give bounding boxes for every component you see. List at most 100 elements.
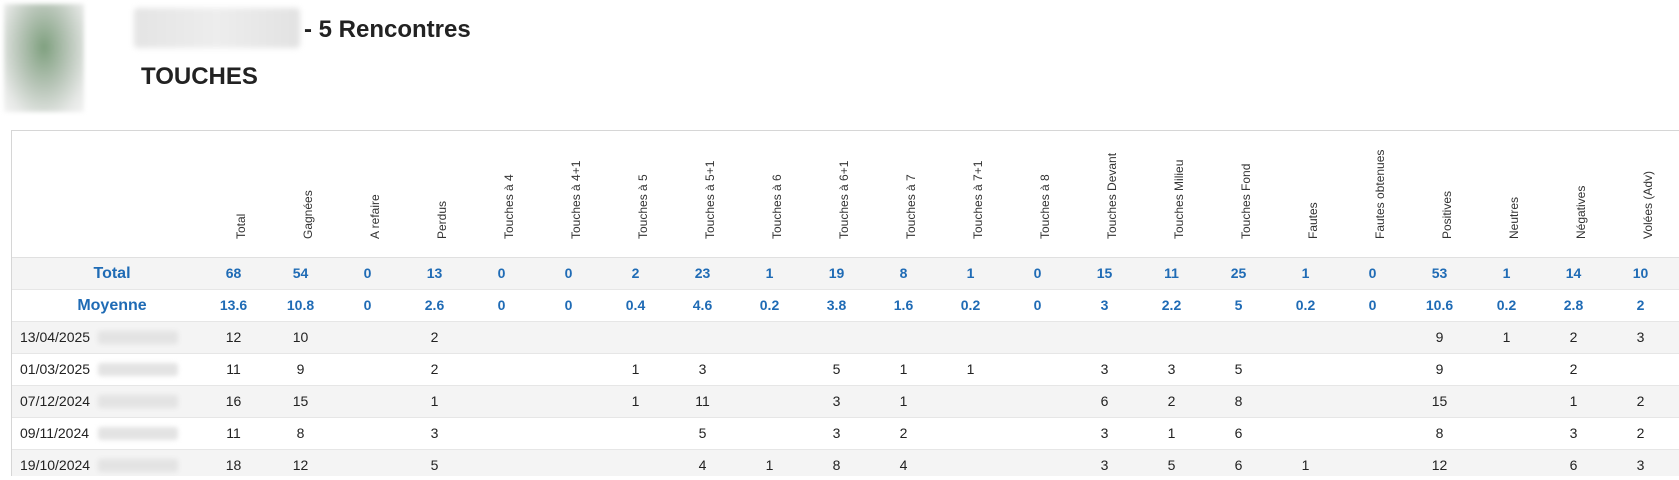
table-cell xyxy=(1272,386,1339,417)
page-subtitle: - 5 Rencontres xyxy=(304,16,471,43)
table-row: 07/12/2024 16 15 1 1 11 3 1 6 2 8 15 1 2 xyxy=(12,386,1679,418)
table-cell: 9 xyxy=(1435,329,1444,345)
table-cell xyxy=(1272,354,1339,385)
column-header: Gagnées xyxy=(267,131,334,257)
table-cell xyxy=(1473,450,1540,476)
column-header: Fautes xyxy=(1272,131,1339,257)
table-cell xyxy=(468,322,535,353)
column-header: Touches à 6 xyxy=(736,131,803,257)
column-header-label: Volées (Adv) xyxy=(1640,170,1655,239)
team-name-redacted xyxy=(134,8,300,48)
column-header: Touches à 7+1 xyxy=(937,131,1004,257)
table-cell: 11 xyxy=(695,393,710,409)
table-row: 09/11/2024 11 8 3 5 3 2 3 1 6 8 3 2 xyxy=(12,418,1679,450)
table-cell xyxy=(736,418,803,449)
column-header-label: Touches à 4 xyxy=(501,174,516,239)
table-cell: 3 xyxy=(430,425,439,441)
table-cell: 1 xyxy=(966,361,975,377)
table-cell: 1 xyxy=(1167,425,1176,441)
table-cell: 3 xyxy=(1569,425,1578,441)
table-cell: 10.8 xyxy=(286,297,315,313)
table-cell: 1 xyxy=(1502,329,1511,345)
table-cell: 1.6 xyxy=(893,297,914,313)
table-cell xyxy=(1339,322,1406,353)
table-cell: 2 xyxy=(899,425,908,441)
table-cell xyxy=(602,450,669,476)
column-header: Perdus xyxy=(401,131,468,257)
table-cell xyxy=(669,322,736,353)
table-cell xyxy=(1607,354,1674,385)
column-header: Fautes obtenues xyxy=(1339,131,1406,257)
match-date: 07/12/2024 xyxy=(20,393,91,409)
table-cell xyxy=(468,386,535,417)
table-cell xyxy=(1205,322,1272,353)
table-cell: 12 xyxy=(292,457,309,473)
table-cell: 2 xyxy=(1167,393,1176,409)
match-date: 19/10/2024 xyxy=(20,457,91,473)
table-cell xyxy=(468,354,535,385)
table-cell: 2 xyxy=(1569,361,1578,377)
match-date: 01/03/2025 xyxy=(20,361,91,377)
column-header-label: Total xyxy=(233,213,248,239)
table-cell: 13 xyxy=(426,265,443,281)
table-cell xyxy=(1004,322,1071,353)
table-cell: 54 xyxy=(292,265,309,281)
table-cell xyxy=(1004,386,1071,417)
table-cell: 1 xyxy=(1569,393,1578,409)
column-header: Touches à 4 xyxy=(468,131,535,257)
table-cell: 0 xyxy=(1033,265,1042,281)
table-row: 01/03/2025 11 9 2 1 3 5 1 1 3 3 5 9 2 xyxy=(12,354,1679,386)
opponent-name-redacted xyxy=(98,395,178,408)
table-cell: 2 xyxy=(1569,329,1578,345)
stats-table: Total Gagnées A refaire Perdus Touches à 4 To… xyxy=(11,130,1679,476)
table-cell: 6 xyxy=(1100,393,1109,409)
table-cell xyxy=(1339,386,1406,417)
table-body: Total 68 54 0 13 0 0 2 23 1 19 8 1 0 15 11 25 1 0 53 1 14 10 Mo… xyxy=(12,258,1679,476)
column-header-label: Touches Devant xyxy=(1104,152,1119,239)
table-cell: 4 xyxy=(899,457,908,473)
table-cell: 0.4 xyxy=(625,297,646,313)
column-header-label: Négatives xyxy=(1573,185,1588,239)
table-cell: 3 xyxy=(698,361,707,377)
column-header: Touches Devant xyxy=(1071,131,1138,257)
table-cell: 3 xyxy=(832,393,841,409)
table-cell: 8 xyxy=(296,425,305,441)
table-cell: 1 xyxy=(899,361,908,377)
table-cell: 0 xyxy=(1368,297,1377,313)
summary-row-moyenne: Moyenne 13.6 10.8 0 2.6 0 0 0.4 4.6 0.2 3.8 1.6 0.2 0… xyxy=(12,290,1679,322)
table-cell: 8 xyxy=(899,265,908,281)
table-cell: 68 xyxy=(225,265,242,281)
match-date: 09/11/2024 xyxy=(20,425,90,441)
table-cell: 0.2 xyxy=(759,297,780,313)
table-cell: 2 xyxy=(1636,297,1645,313)
table-cell xyxy=(937,386,1004,417)
table-cell: 15 xyxy=(1431,393,1448,409)
table-cell xyxy=(736,322,803,353)
column-header-label: Positives xyxy=(1439,190,1454,239)
table-cell: 1 xyxy=(966,265,975,281)
table-cell xyxy=(1138,322,1205,353)
table-cell: 6 xyxy=(1234,457,1243,473)
table-cell: 0.2 xyxy=(960,297,981,313)
team-logo xyxy=(4,4,84,112)
table-cell: 6 xyxy=(1569,457,1578,473)
table-cell xyxy=(334,418,401,449)
table-cell: 0 xyxy=(1368,265,1377,281)
table-cell: 5 xyxy=(430,457,439,473)
table-row: 19/10/2024 18 12 5 4 1 8 4 3 5 6 1 12 6 3 xyxy=(12,450,1679,476)
table-cell: 0 xyxy=(564,297,573,313)
table-cell: 2.2 xyxy=(1161,297,1182,313)
table-cell: 0 xyxy=(564,265,573,281)
column-header: Négatives xyxy=(1540,131,1607,257)
table-cell xyxy=(535,418,602,449)
table-cell xyxy=(334,450,401,476)
table-cell: 8 xyxy=(1435,425,1444,441)
column-header-label: Touches Milieu xyxy=(1171,159,1186,239)
opponent-name-redacted xyxy=(98,459,178,472)
table-cell: 2 xyxy=(1636,393,1645,409)
table-cell: 1 xyxy=(765,265,774,281)
table-cell: 15 xyxy=(1096,265,1113,281)
table-cell: 3 xyxy=(1100,297,1109,313)
column-header-label: Touches à 7+1 xyxy=(970,160,985,239)
table-cell: 23 xyxy=(694,265,711,281)
